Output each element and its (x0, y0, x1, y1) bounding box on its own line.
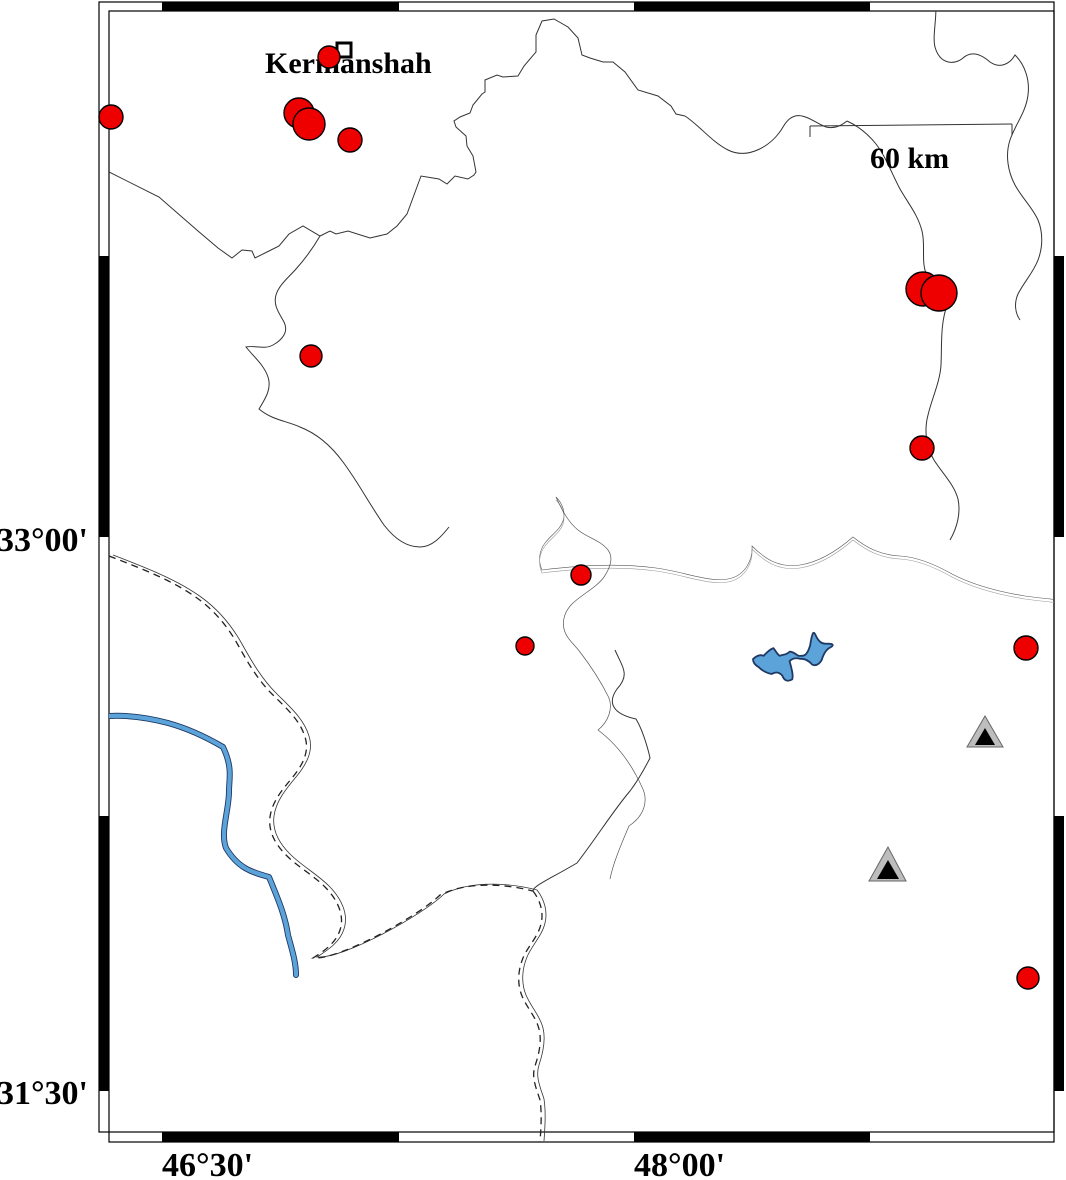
svg-text:46°30': 46°30' (162, 1147, 253, 1180)
svg-text:48°00': 48°00' (634, 1147, 725, 1180)
svg-text:33°00': 33°00' (0, 522, 88, 559)
svg-text:60 km: 60 km (870, 142, 949, 175)
svg-text:31°30': 31°30' (0, 1075, 88, 1112)
